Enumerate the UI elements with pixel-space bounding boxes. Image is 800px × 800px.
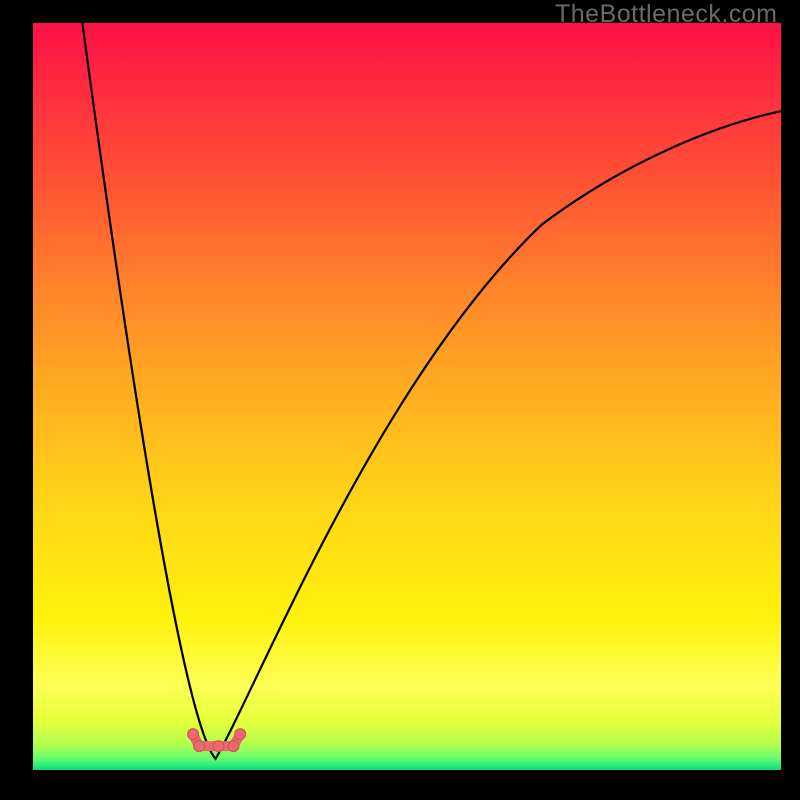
chart-container: { "image": { "width": 800, "height": 800… bbox=[0, 0, 800, 800]
bottleneck-curve bbox=[82, 23, 781, 759]
marker-dot bbox=[235, 729, 246, 740]
marker-dot bbox=[188, 729, 199, 740]
curve-overlay bbox=[0, 0, 800, 800]
marker-dot bbox=[194, 741, 205, 752]
watermark-text: TheBottleneck.com bbox=[555, 0, 778, 29]
marker-dot bbox=[213, 741, 224, 752]
marker-dot bbox=[228, 741, 239, 752]
